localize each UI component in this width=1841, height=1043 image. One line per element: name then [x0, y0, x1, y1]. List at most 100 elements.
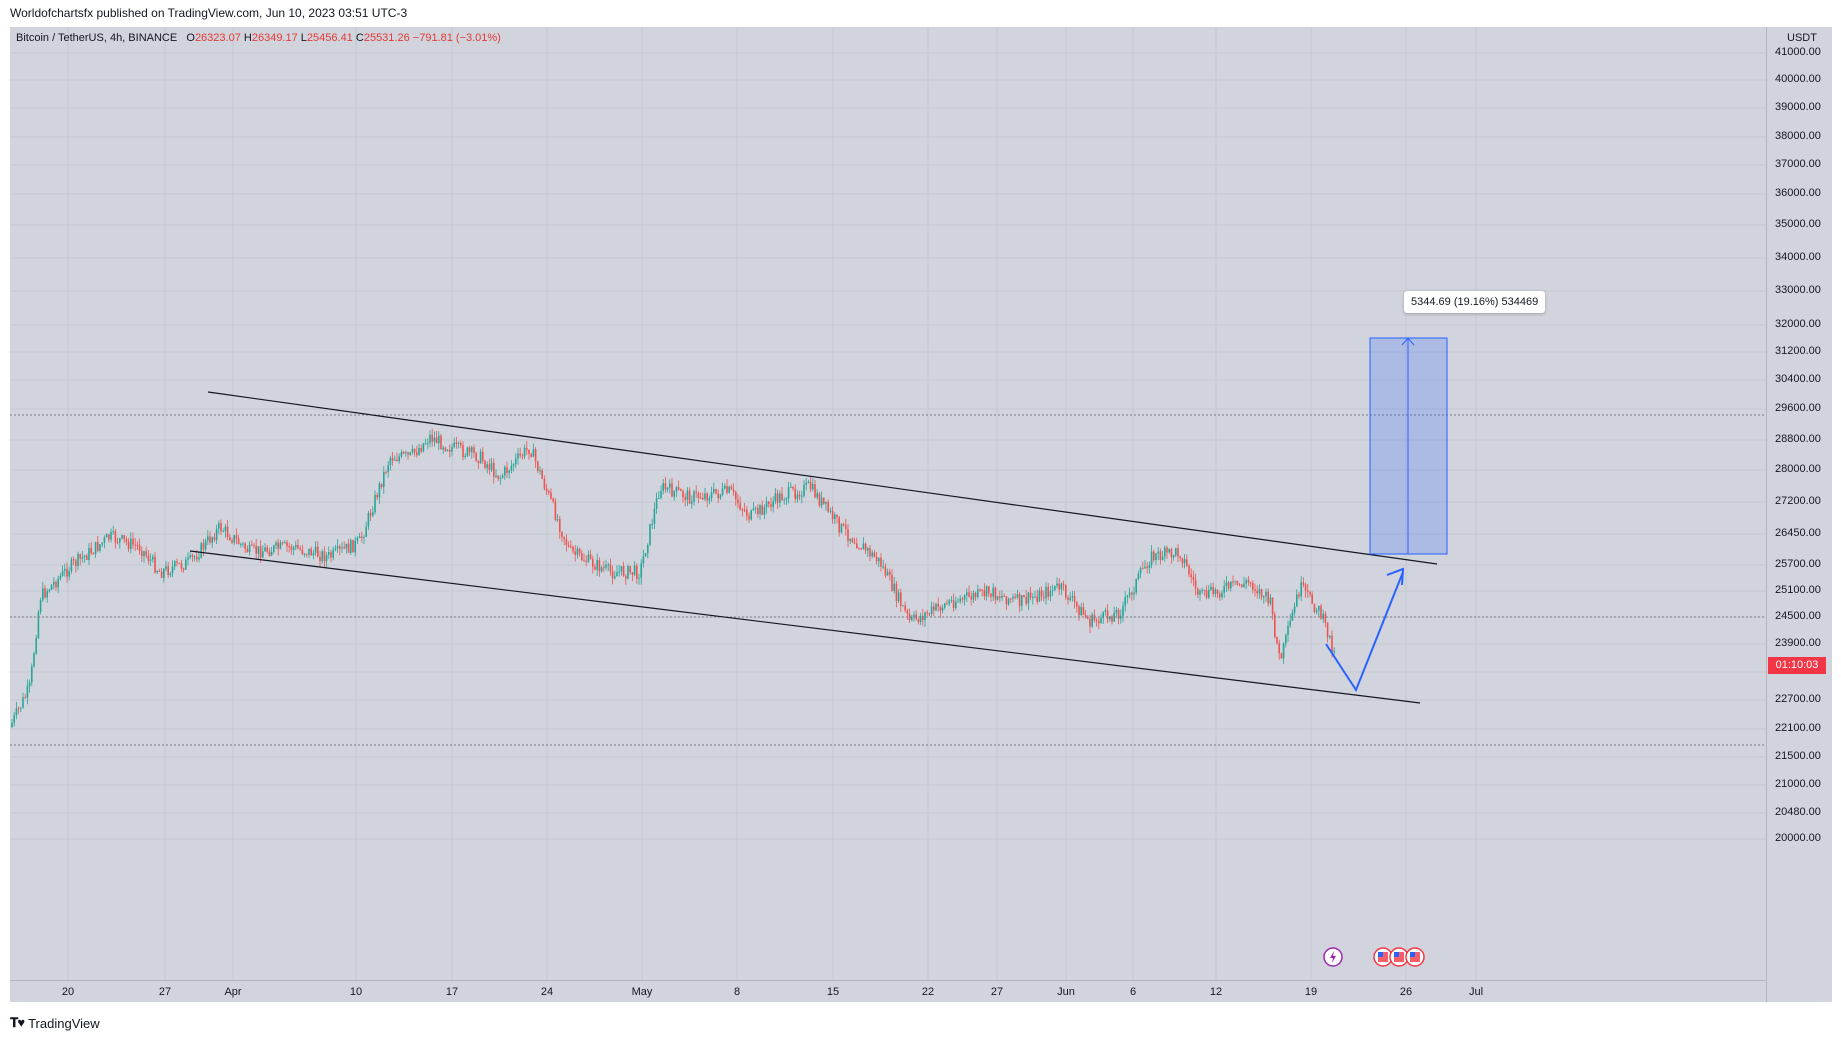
candle-body [1054, 585, 1056, 591]
candle-body [376, 494, 378, 498]
candle-body [156, 570, 158, 573]
tradingview-logo[interactable]: 𝐓♥ TradingView [10, 1015, 100, 1031]
candle-body [506, 467, 508, 473]
us-flag-icon[interactable] [1405, 947, 1425, 967]
candle-body [332, 549, 334, 558]
tradingview-logo-icon: 𝐓♥ [10, 1015, 25, 1030]
publisher-text: Worldofchartsfx published on TradingView… [10, 6, 408, 20]
candle-body [818, 493, 821, 506]
candle-body [453, 442, 455, 448]
candle-body [666, 487, 669, 490]
candle-body [1036, 596, 1038, 602]
candle-body [92, 553, 95, 555]
price-tick-label: 37000.00 [1775, 158, 1821, 170]
lightning-icon[interactable] [1323, 947, 1343, 967]
price-axis[interactable]: USDT 41000.00 40000.00 39000.00 38000.00 370… [1766, 27, 1832, 1002]
candle-body [737, 499, 739, 504]
candle-body [1269, 597, 1272, 604]
candle-body [121, 535, 123, 539]
candle-body [750, 510, 752, 520]
price-tick-label: 32000.00 [1775, 318, 1821, 330]
candle-body [1194, 580, 1197, 589]
candle-body [339, 546, 341, 549]
candle-body [820, 497, 823, 506]
candle-body [1018, 594, 1021, 606]
candle-body [805, 482, 807, 485]
candle-body [1221, 592, 1223, 598]
candle-body [970, 596, 972, 600]
candle-body [992, 587, 994, 597]
candle-body [748, 515, 750, 520]
candle-body [1040, 590, 1043, 597]
candle-body [1080, 606, 1082, 616]
candle-body [875, 556, 878, 562]
time-tick-label: Jul [1468, 986, 1484, 998]
candle-body [616, 572, 618, 577]
tradingview-brand: TradingView [28, 1015, 100, 1031]
candle-body [101, 542, 103, 545]
candle-body [559, 519, 561, 533]
candle-body [534, 449, 537, 462]
candle-body [783, 499, 785, 501]
candle-body [730, 486, 733, 490]
candle-body [779, 493, 781, 503]
price-tick-label: 36000.00 [1775, 187, 1821, 199]
drawings[interactable] [10, 337, 1766, 746]
candle-body [565, 539, 568, 546]
candle-body [838, 517, 840, 533]
candle-body [957, 601, 959, 603]
candle-body [763, 507, 766, 515]
candle-body [1073, 596, 1076, 602]
candle-body [1043, 596, 1045, 599]
price-chart[interactable] [10, 27, 1766, 980]
time-axis[interactable]: 20 27 Apr 10 17 24 May 8 15 22 27 Jun 6 12 19 26 Jul [10, 980, 1766, 1003]
candle-body [1025, 597, 1027, 604]
candle-body [1056, 583, 1058, 586]
candle-body [174, 561, 176, 567]
publisher-bar: Worldofchartsfx published on TradingView… [0, 0, 1841, 27]
candle-body [270, 551, 273, 556]
candle-body [1298, 594, 1300, 597]
candle-body [688, 490, 691, 504]
candle-body [1071, 596, 1074, 598]
candle-body [812, 484, 814, 490]
candle-body [385, 471, 387, 473]
candle-body [1318, 605, 1320, 611]
candle-body [761, 505, 763, 515]
symbol-name[interactable]: Bitcoin / TetherUS, 4h, BINANCE [16, 32, 178, 44]
candle-body [510, 465, 513, 471]
candle-body [1003, 595, 1005, 597]
candle-body [1067, 597, 1069, 600]
candle-body [708, 498, 711, 501]
candle-body [1139, 568, 1142, 574]
candle-body [1049, 591, 1052, 597]
candle-body [59, 575, 62, 579]
price-tick-label: 34000.00 [1775, 251, 1821, 263]
candle-body [1256, 590, 1258, 594]
candle-body [1047, 586, 1049, 597]
candle-body [132, 538, 134, 545]
candle-body [1285, 635, 1287, 644]
candle-body [1258, 588, 1261, 594]
candle-body [682, 491, 684, 498]
candle-body [856, 543, 858, 549]
candle-body [1104, 610, 1107, 612]
channel-lower-line[interactable] [189, 550, 1421, 704]
candle-body [407, 452, 409, 455]
candle-body [814, 484, 816, 498]
candle-body [44, 588, 46, 598]
candle-body [169, 573, 172, 575]
channel-upper-line[interactable] [207, 391, 1438, 565]
candle-body [389, 457, 392, 465]
candle-body [499, 477, 502, 479]
candle-body [1051, 590, 1054, 592]
candle-body [915, 614, 917, 619]
price-tick-label: 33000.00 [1775, 284, 1821, 296]
projection-path[interactable] [1325, 571, 1404, 693]
measure-label[interactable]: 5344.69 (19.16%) 534469 [1404, 291, 1546, 313]
candle-body [673, 491, 675, 497]
candle-body [614, 576, 616, 579]
candle-body [807, 482, 810, 484]
candle-body [752, 508, 755, 511]
candle-body [1157, 551, 1159, 554]
